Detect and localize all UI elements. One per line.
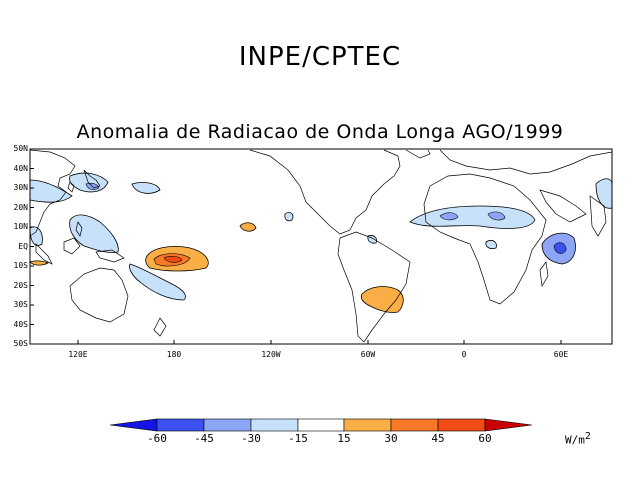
africa-outline — [423, 173, 547, 305]
organization-title: INPE/CPTEC — [238, 42, 402, 72]
australia-outline — [69, 267, 129, 323]
colorbar-tick-p45: 45 — [431, 432, 445, 445]
anomaly-arabia — [595, 178, 613, 209]
anomaly-japan-sea — [29, 179, 73, 203]
lon-tick-60e: 60E — [553, 350, 569, 359]
europe-outline — [439, 149, 613, 175]
madagascar-outline — [539, 261, 549, 288]
new-guinea-outline — [95, 249, 125, 263]
new-zealand-outline — [153, 317, 167, 337]
lat-tick-10n: 10N — [13, 222, 28, 231]
colorbar-bin-p30-p45 — [390, 418, 439, 432]
colorbar-bin-m15-p15 — [297, 418, 345, 432]
anomaly-south-brazil — [360, 286, 404, 313]
land-outlines — [29, 149, 613, 343]
colorbar-tick-m15: -15 — [288, 432, 308, 445]
positive-anomalies — [29, 222, 404, 313]
anomaly-sahel — [409, 205, 536, 229]
lat-tick-eq: EQ — [18, 242, 28, 251]
sumatra-outline — [35, 243, 53, 265]
units-label: W/m2 — [565, 431, 591, 447]
anomaly-congo — [485, 240, 497, 250]
lat-tick-40s: 40S — [13, 320, 28, 329]
anomaly-south-pacific — [129, 263, 186, 301]
anomaly-philippines — [69, 214, 119, 253]
lat-tick-50n: 50N — [13, 144, 28, 153]
lon-tick-120w: 120W — [261, 350, 281, 359]
asia-outline — [29, 149, 76, 237]
colorbar-bin-m60-m45 — [156, 418, 205, 432]
colorbar-bin-p15-p30 — [343, 418, 392, 432]
south-america-outline — [337, 231, 411, 343]
lat-tick-40n: 40N — [13, 164, 28, 173]
anomaly-north-pacific — [131, 182, 161, 194]
anomaly-east-africa-core — [553, 242, 567, 254]
colorbar-bin-m45-m30 — [203, 418, 252, 432]
colorbar-tick-m30: -30 — [241, 432, 261, 445]
colorbar-upper-extension — [484, 418, 533, 432]
anomaly-sahel-east-core — [487, 211, 506, 221]
lat-tick-10s: 10S — [13, 261, 28, 270]
map-title: Anomalia de Radiacao de Onda Longa AGO/1… — [76, 121, 564, 143]
north-america-outline — [249, 149, 401, 235]
greenland-outline — [405, 149, 431, 159]
anomaly-central-pacific-core — [163, 255, 183, 263]
india-outline — [589, 195, 607, 237]
lat-tick-marks — [30, 148, 34, 345]
units-base: W/m — [565, 433, 585, 447]
lon-tick-180: 180 — [166, 350, 182, 359]
anomaly-east-pacific — [284, 212, 294, 222]
colorbar-bin-p45-p60 — [437, 418, 486, 432]
colorbar — [109, 418, 533, 432]
colorbar-tick-m60: -60 — [147, 432, 167, 445]
anomaly-indochina — [29, 226, 43, 246]
colorbar-tick-p30: 30 — [384, 432, 398, 445]
lon-tick-60w: 60W — [360, 350, 376, 359]
lat-tick-20n: 20N — [13, 203, 28, 212]
borneo-outline — [63, 237, 81, 255]
colorbar-lower-extension — [109, 418, 158, 432]
anomaly-indonesia-south — [29, 260, 49, 266]
lon-tick-marks — [77, 340, 562, 344]
korea-outline — [67, 181, 75, 193]
units-exponent: 2 — [584, 431, 591, 442]
lon-tick-120e: 120E — [68, 350, 88, 359]
japan-outline — [83, 169, 101, 189]
negative-anomalies — [29, 172, 613, 301]
philippines-outline — [75, 221, 83, 237]
colorbar-bin-m30-m15 — [250, 418, 299, 432]
lat-tick-30n: 30N — [13, 183, 28, 192]
anomaly-sahel-west-core — [439, 212, 459, 221]
lon-tick-0: 0 — [461, 350, 467, 359]
colorbar-tick-p15: 15 — [337, 432, 351, 445]
anomaly-hawaii — [239, 222, 257, 232]
colorbar-tick-m45: -45 — [194, 432, 214, 445]
lat-tick-50s: 50S — [13, 339, 28, 348]
lat-tick-20s: 20S — [13, 281, 28, 290]
colorbar-tick-p60: 60 — [478, 432, 492, 445]
arabia-outline — [539, 189, 587, 223]
lat-tick-30s: 30S — [13, 300, 28, 309]
